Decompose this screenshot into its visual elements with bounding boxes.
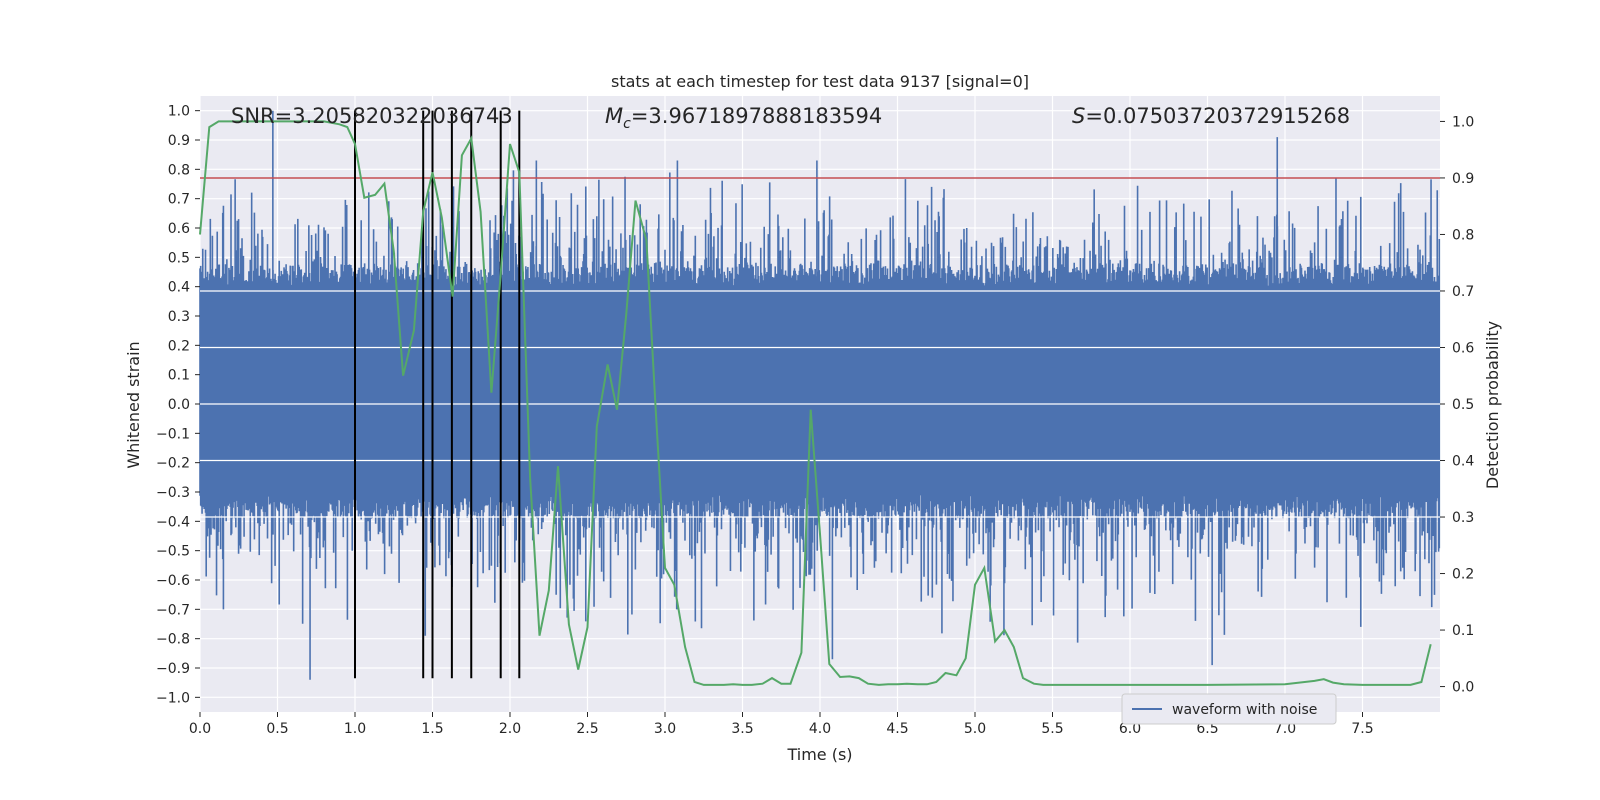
x-tick-label: 2.0 (499, 721, 521, 737)
y2-tick-label: 0.5 (1452, 397, 1474, 413)
x-tick-label: 0.0 (189, 721, 211, 737)
y2-tick-label: 0.9 (1452, 171, 1474, 187)
y2-tick-label: 0.7 (1452, 284, 1474, 300)
y2-axis-title: Detection probability (1483, 321, 1502, 489)
x-tick-label: 2.5 (576, 721, 598, 737)
y2-tick-label: 0.6 (1452, 340, 1474, 356)
waveform-core (200, 307, 1440, 477)
y-tick-label: 0.7 (168, 192, 190, 208)
y-tick-label: 0.1 (168, 368, 190, 384)
y-tick-label: −0.2 (156, 456, 190, 472)
y2-tick-label: 0.3 (1452, 510, 1474, 526)
y-tick-label: 0.8 (168, 162, 190, 178)
y-tick-label: 0.5 (168, 250, 190, 266)
s-label: S=0.07503720372915268 (1072, 104, 1350, 128)
chirp-mass-value: =3.9671897888183594 (631, 104, 882, 128)
y-tick-label: 0.0 (168, 397, 190, 413)
y-tick-label: −0.4 (156, 514, 190, 530)
y2-tick-label: 0.4 (1452, 454, 1474, 470)
y-tick-label: 1.0 (168, 104, 190, 120)
y2-tick-label: 0.2 (1452, 567, 1474, 583)
y-tick-label: −0.3 (156, 485, 190, 501)
y-axis-ticks: 1.0 0.9 0.8 0.7 0.6 0.5 0.4 0.3 0.2 0.1 0.0 −0.1 −0.… (156, 104, 200, 707)
y2-tick-label: 0.8 (1452, 227, 1474, 243)
x-axis-title: Time (s) (786, 745, 852, 764)
legend-label: waveform with noise (1172, 702, 1317, 718)
chirp-mass-label: Mc=3.9671897888183594 (605, 104, 882, 132)
x-tick-label: 3.5 (731, 721, 753, 737)
y2-tick-label: 0.1 (1452, 623, 1474, 639)
y-tick-label: 0.9 (168, 133, 190, 149)
y-tick-label: 0.2 (168, 338, 190, 354)
y-tick-label: 0.6 (168, 221, 190, 237)
s-value: =0.07503720372915268 (1085, 104, 1350, 128)
y-tick-label: −0.1 (156, 426, 190, 442)
x-tick-label: 5.0 (964, 721, 986, 737)
x-tick-label: 4.0 (809, 721, 831, 737)
x-tick-label: 0.5 (266, 721, 288, 737)
x-tick-label: 7.5 (1351, 721, 1373, 737)
y-tick-label: −0.6 (156, 573, 190, 589)
chirp-mass-symbol: M (605, 104, 623, 128)
y2-tick-label: 0.0 (1452, 680, 1474, 696)
chart: 0.0 0.5 1.0 1.5 2.0 2.5 3.0 3.5 4.0 4.5 5.0 5.5 6.0 6… (0, 0, 1600, 800)
y-tick-label: −0.5 (156, 544, 190, 560)
y-tick-label: −1.0 (156, 690, 190, 706)
x-tick-label: 1.0 (344, 721, 366, 737)
x-tick-label: 3.0 (654, 721, 676, 737)
y-axis-title: Whitened strain (124, 341, 143, 468)
snr-label: SNR=3.205820322036743 (231, 104, 513, 128)
y-tick-label: 0.4 (168, 280, 190, 296)
y-tick-label: 0.3 (168, 309, 190, 325)
s-symbol: S (1072, 104, 1085, 128)
chart-title: stats at each timestep for test data 913… (611, 72, 1029, 91)
y-tick-label: −0.8 (156, 632, 190, 648)
y2-axis-ticks: 1.0 0.9 0.8 0.7 0.6 0.5 0.4 0.3 0.2 0.1 0.0 (1440, 114, 1474, 695)
y-tick-label: −0.7 (156, 602, 190, 618)
y2-tick-label: 1.0 (1452, 114, 1474, 130)
y-tick-label: −0.9 (156, 661, 190, 677)
x-tick-label: 4.5 (886, 721, 908, 737)
x-tick-label: 1.5 (421, 721, 443, 737)
legend: waveform with noise (1122, 694, 1336, 724)
x-tick-label: 5.5 (1041, 721, 1063, 737)
